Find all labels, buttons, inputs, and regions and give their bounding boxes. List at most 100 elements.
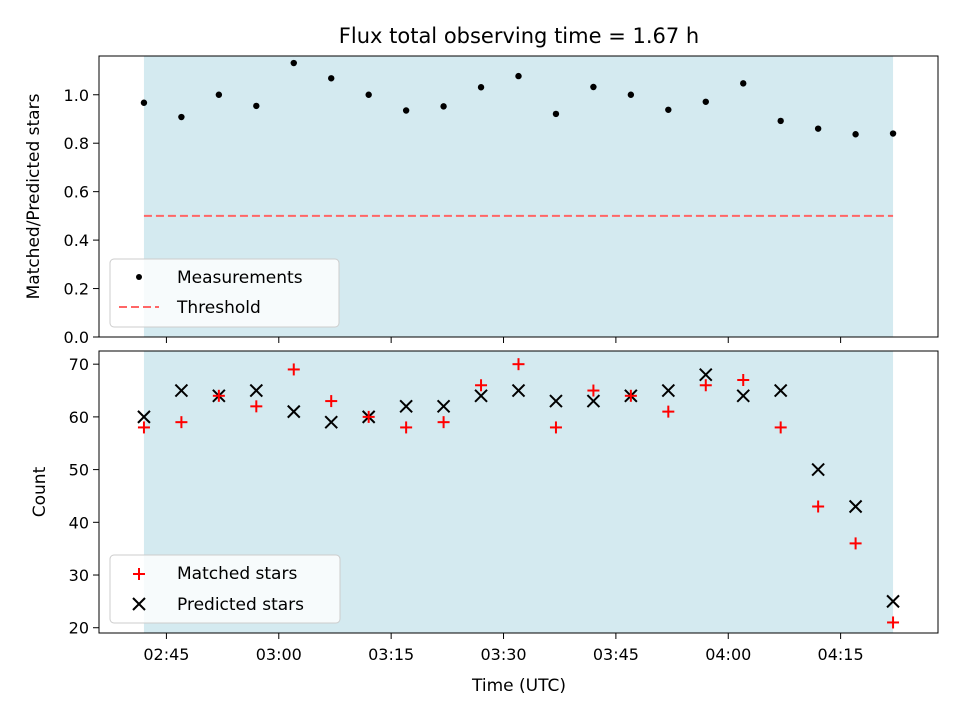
predicted-marker-stroke (324, 415, 338, 429)
legend-predicted-marker (132, 597, 146, 611)
bottom-panel: 20 30 40 50 60 70 02:45 03:00 03:15 03:30 03:45 04… (30, 350, 939, 696)
matched-star-point (662, 405, 675, 418)
x-tick-label: 03:15 (368, 645, 414, 664)
legend-measurements-marker (136, 274, 142, 280)
matched-star-point (737, 373, 750, 386)
legend-measurements-label: Measurements (177, 268, 303, 288)
matched-star-point (699, 379, 712, 392)
measurement-point (852, 131, 859, 138)
measurement-point (253, 102, 260, 110)
measurement-point (365, 91, 372, 98)
y-tick-label: 0.4 (64, 231, 89, 250)
matched-star-point (287, 363, 300, 376)
predicted-star-point (511, 383, 526, 398)
measurement-point (515, 72, 522, 80)
predicted-star-point (699, 368, 713, 382)
stars-points (137, 358, 900, 629)
matched-star-point (475, 379, 488, 392)
y-tick-label: 50 (69, 461, 89, 480)
predicted-star-point (811, 462, 825, 477)
top-panel: 0.0 0.2 0.4 0.6 0.8 1.0 Matched/Predicted sta… (24, 55, 939, 347)
matched-star-point (812, 500, 825, 513)
measurement-point (665, 106, 672, 113)
predicted-star-point (436, 399, 451, 414)
top-legend-box (109, 258, 340, 328)
predicted-star-point (324, 415, 338, 429)
matched-star-point (887, 616, 900, 629)
x-tick-label: 03:00 (256, 645, 302, 664)
y-tick-label: 20 (69, 619, 89, 638)
measurements-points (140, 59, 897, 138)
predicted-marker-stroke (511, 383, 526, 398)
matched-star-point (325, 395, 338, 408)
predicted-marker-stroke (137, 410, 151, 424)
predicted-marker-stroke (848, 499, 863, 514)
y-tick-label: 40 (69, 513, 89, 532)
x-tick-label: 02:45 (143, 645, 189, 664)
predicted-star-point (886, 594, 900, 609)
predicted-marker-stroke (699, 368, 713, 382)
predicted-marker-stroke (249, 383, 264, 398)
measurement-point (440, 103, 447, 110)
measurement-point (814, 125, 822, 132)
matched-star-point (774, 421, 787, 434)
legend-matched-label: Matched stars (177, 564, 297, 584)
predicted-marker-stroke (773, 383, 788, 398)
predicted-marker-stroke (474, 389, 488, 403)
y-tick-label: 0.6 (64, 183, 89, 202)
bottom-legend: Matched stars Predicted stars (109, 554, 341, 624)
matched-star-point (400, 421, 413, 434)
x-tick-label: 04:00 (705, 645, 751, 664)
bottom-legend-box (109, 554, 341, 624)
x-axis-label: Time (UTC) (471, 676, 566, 696)
y-tick-label: 0.2 (64, 280, 89, 299)
matched-star-point (624, 389, 637, 402)
predicted-marker-stroke (586, 394, 601, 408)
matched-star-point (137, 421, 150, 434)
matched-star-point (362, 410, 375, 423)
matched-star-point (250, 400, 263, 413)
y-tick-label: 0.0 (64, 328, 89, 347)
matched-star-point (587, 384, 600, 397)
measurement-point (702, 98, 709, 105)
bottom-y-ticks: 20 30 40 50 60 70 (69, 355, 99, 638)
measurement-point (889, 130, 897, 137)
predicted-marker-stroke (399, 399, 413, 414)
x-tick-label: 03:45 (593, 645, 639, 664)
measurement-point (740, 80, 747, 87)
measurement-point (477, 84, 485, 91)
y-tick-label: 0.8 (64, 134, 89, 153)
predicted-marker-stroke (549, 394, 563, 408)
predicted-marker-stroke (436, 399, 451, 414)
predicted-star-point (549, 394, 563, 408)
predicted-star-point (249, 383, 264, 398)
predicted-marker-stroke (736, 389, 750, 403)
predicted-marker-stroke (287, 404, 301, 419)
bottom-x-ticks: 02:45 03:00 03:15 03:30 03:45 04:00 04:15 (143, 633, 864, 664)
top-legend: Measurements Threshold (109, 258, 340, 328)
predicted-star-point (586, 394, 601, 408)
measurement-point (627, 91, 635, 98)
predicted-star-point (287, 404, 301, 419)
matched-star-point (849, 537, 862, 550)
predicted-marker-stroke (174, 383, 189, 398)
matched-star-point (512, 358, 525, 371)
measurement-point (777, 117, 784, 125)
matched-star-point (175, 416, 188, 429)
bottom-y-axis-label: Count (30, 466, 50, 517)
y-tick-label: 1.0 (64, 86, 89, 105)
measurement-point (328, 75, 335, 82)
legend-matched-marker (133, 568, 145, 580)
top-y-axis-label: Matched/Predicted stars (24, 93, 44, 299)
bottom-axes-frame (98, 350, 939, 634)
predicted-star-point (174, 383, 189, 398)
predicted-marker-stroke (811, 462, 825, 477)
x-tick-label: 04:15 (818, 645, 864, 664)
predicted-star-point (474, 389, 488, 403)
measurement-point (590, 83, 597, 91)
measurement-point (402, 107, 410, 114)
measurement-point (215, 91, 223, 98)
matched-star-point (549, 421, 562, 434)
legend-threshold-label: Threshold (176, 298, 261, 318)
